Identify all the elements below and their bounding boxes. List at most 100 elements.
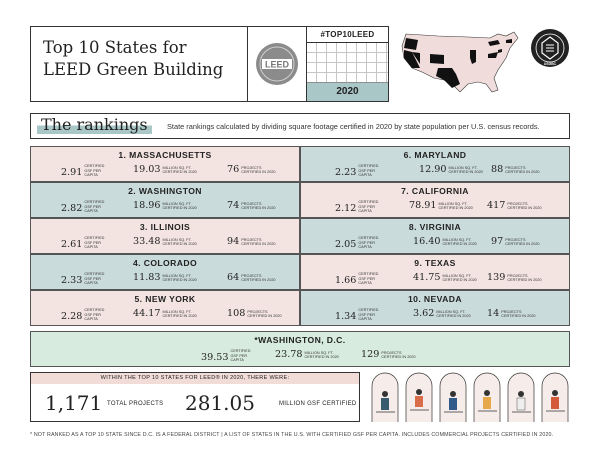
projects-label: PROJECTS CERTIFIED IN 2020 <box>241 201 276 211</box>
projects-value: 88 <box>491 164 504 175</box>
projects-value: 129 <box>361 349 380 360</box>
sqft-value: 12.90 <box>419 164 447 175</box>
state-name: 3. ILLINOIS <box>139 222 191 232</box>
sqft-value: 41.75 <box>413 272 441 283</box>
sqft-stat: 41.75 MILLION SQ. FT. CERTIFIED IN 2020 <box>413 272 478 283</box>
sqft-label: MILLION SQ. FT. CERTIFIED IN 2020 <box>448 165 483 175</box>
gsf-label: CERTIFIED GSF PER CAPITA <box>358 308 379 322</box>
sqft-label: MILLION SQ. FT. CERTIFIED IN 2020 <box>162 273 197 283</box>
projects-stat: 97 PROJECTS CERTIFIED IN 2020 <box>491 236 541 247</box>
projects-value: 76 <box>227 164 240 175</box>
sqft-value: 16.40 <box>413 236 441 247</box>
sqft-value: 3.62 <box>413 308 435 319</box>
office-workers-illustration <box>368 372 570 422</box>
state-name: 10. NEVADA <box>408 294 462 304</box>
gsf-value: 2.91 <box>61 166 83 178</box>
rank-card-5: 5. NEW YORK 2.28 CERTIFIED GSF PER CAPITA… <box>30 290 300 326</box>
sqft-label: MILLION SQ. FT. CERTIFIED IN 2020 <box>162 165 197 175</box>
projects-value: 139 <box>487 272 506 283</box>
gsf-value: 39.53 <box>201 351 229 363</box>
sqft-stat: 78.91 MILLION SQ. FT. CERTIFIED IN 2020 <box>409 200 474 211</box>
totals-box: WITHIN THE TOP 10 STATES FOR LEED® IN 20… <box>30 372 360 422</box>
sqft-label: MILLION SQ. FT. CERTIFIED IN 2020 <box>304 350 339 360</box>
total-gsf-label: MILLION GSF CERTIFIED <box>279 401 357 407</box>
gsf-value: 2.23 <box>335 166 357 178</box>
projects-value: 74 <box>227 200 240 211</box>
gsf-value: 2.33 <box>61 274 83 286</box>
rank-card-8: 8. VIRGINIA 2.05 CERTIFIED GSF PER CAPITA… <box>300 218 570 254</box>
usgbc-seal-icon: USGBC <box>531 29 569 67</box>
projects-value: 97 <box>491 236 504 247</box>
projects-label: PROJECTS CERTIFIED IN 2020 <box>501 309 536 319</box>
page-title-line2: LEED Green Building <box>43 60 224 79</box>
rank-card-1: 1. MASSACHUSETTS 2.91 CERTIFIED GSF PER C… <box>30 146 300 182</box>
gsf-value: 2.61 <box>61 238 83 250</box>
seal-text: USGBC <box>544 62 557 66</box>
gsf-label: CERTIFIED GSF PER CAPITA <box>358 200 379 214</box>
sqft-label: MILLION SQ. FT. CERTIFIED IN 2020 <box>162 309 197 319</box>
state-name: 4. COLORADO <box>132 258 198 268</box>
sqft-value: 33.48 <box>133 236 161 247</box>
sqft-stat: 23.78 MILLION SQ. FT. CERTIFIED IN 2020 <box>275 349 340 360</box>
gsf-label: CERTIFIED GSF PER CAPITA <box>358 272 379 286</box>
gsf-label: CERTIFIED GSF PER CAPITA <box>230 349 251 363</box>
projects-value: 108 <box>227 308 246 319</box>
sqft-value: 19.03 <box>133 164 161 175</box>
state-name: 7. CALIFORNIA <box>401 186 469 196</box>
projects-stat: 94 PROJECTS CERTIFIED IN 2020 <box>227 236 277 247</box>
sqft-label: MILLION SQ. FT. CERTIFIED IN 2020 <box>442 273 477 283</box>
state-name: 1. MASSACHUSETTS <box>118 150 212 160</box>
sqft-stat: 12.90 MILLION SQ. FT. CERTIFIED IN 2020 <box>419 164 484 175</box>
sqft-stat: 33.48 MILLION SQ. FT. CERTIFIED IN 2020 <box>133 236 198 247</box>
hashtag: #TOP10LEED <box>307 27 388 43</box>
projects-label: PROJECTS CERTIFIED IN 2020 <box>505 237 540 247</box>
projects-stat: 74 PROJECTS CERTIFIED IN 2020 <box>227 200 277 211</box>
projects-label: PROJECTS CERTIFIED IN 2020 <box>507 201 542 211</box>
gsf-stat: 1.34 CERTIFIED GSF PER CAPITA <box>335 308 384 322</box>
gsf-stat: 39.53 CERTIFIED GSF PER CAPITA <box>201 349 256 363</box>
year-badge: 2020 <box>307 83 388 101</box>
gsf-stat: 2.23 CERTIFIED GSF PER CAPITA <box>335 164 384 178</box>
rank-card-10: 10. NEVADA 1.34 CERTIFIED GSF PER CAPITA … <box>300 290 570 326</box>
rank-card-3: 3. ILLINOIS 2.61 CERTIFIED GSF PER CAPITA… <box>30 218 300 254</box>
rank-card-7: 7. CALIFORNIA 2.12 CERTIFIED GSF PER CAPI… <box>300 182 570 218</box>
gsf-stat: 2.82 CERTIFIED GSF PER CAPITA <box>61 200 110 214</box>
gsf-stat: 1.66 CERTIFIED GSF PER CAPITA <box>335 272 384 286</box>
sqft-label: MILLION SQ. FT. CERTIFIED IN 2020 <box>438 201 473 211</box>
gsf-value: 2.05 <box>335 238 357 250</box>
gsf-label: CERTIFIED GSF PER CAPITA <box>84 272 105 286</box>
sqft-value: 44.17 <box>133 308 161 319</box>
rankings-subtitle: State rankings calculated by dividing sq… <box>167 122 540 131</box>
rank-card-6: 6. MARYLAND 2.23 CERTIFIED GSF PER CAPITA… <box>300 146 570 182</box>
projects-stat: 64 PROJECTS CERTIFIED IN 2020 <box>227 272 277 283</box>
us-map-icon <box>401 31 519 93</box>
projects-stat: 88 PROJECTS CERTIFIED IN 2020 <box>491 164 541 175</box>
sqft-label: MILLION SQ. FT. CERTIFIED IN 2020 <box>436 309 471 319</box>
gsf-value: 1.34 <box>335 310 357 322</box>
gsf-label: CERTIFIED GSF PER CAPITA <box>84 236 105 250</box>
projects-stat: 76 PROJECTS CERTIFIED IN 2020 <box>227 164 277 175</box>
projects-stat: 129 PROJECTS CERTIFIED IN 2020 <box>361 349 417 360</box>
gsf-value: 2.28 <box>61 310 83 322</box>
projects-label: PROJECTS CERTIFIED IN 2020 <box>241 165 276 175</box>
sqft-value: 18.96 <box>133 200 161 211</box>
total-gsf-value: 281.05 <box>185 391 255 415</box>
projects-value: 417 <box>487 200 506 211</box>
projects-label: PROJECTS CERTIFIED IN 2020 <box>381 350 416 360</box>
sqft-stat: 3.62 MILLION SQ. FT. CERTIFIED IN 2020 <box>413 308 472 319</box>
totals-heading: WITHIN THE TOP 10 STATES FOR LEED® IN 20… <box>31 373 359 384</box>
projects-label: PROJECTS CERTIFIED IN 2020 <box>241 273 276 283</box>
sqft-value: 23.78 <box>275 349 303 360</box>
projects-label: PROJECTS CERTIFIED IN 2020 <box>247 309 282 319</box>
projects-stat: 417 PROJECTS CERTIFIED IN 2020 <box>487 200 543 211</box>
rankings-banner: The rankings State rankings calculated b… <box>30 113 570 139</box>
hashtag-box: #TOP10LEED 2020 <box>306 26 389 102</box>
total-projects-value: 1,171 <box>45 391 103 415</box>
sqft-stat: 18.96 MILLION SQ. FT. CERTIFIED IN 2020 <box>133 200 198 211</box>
sqft-stat: 19.03 MILLION SQ. FT. CERTIFIED IN 2020 <box>133 164 198 175</box>
state-name: 2. WASHINGTON <box>128 186 202 196</box>
state-name: 9. TEXAS <box>414 258 456 268</box>
sqft-label: MILLION SQ. FT. CERTIFIED IN 2020 <box>442 237 477 247</box>
projects-stat: 108 PROJECTS CERTIFIED IN 2020 <box>227 308 283 319</box>
rankings-heading: The rankings <box>37 115 152 134</box>
